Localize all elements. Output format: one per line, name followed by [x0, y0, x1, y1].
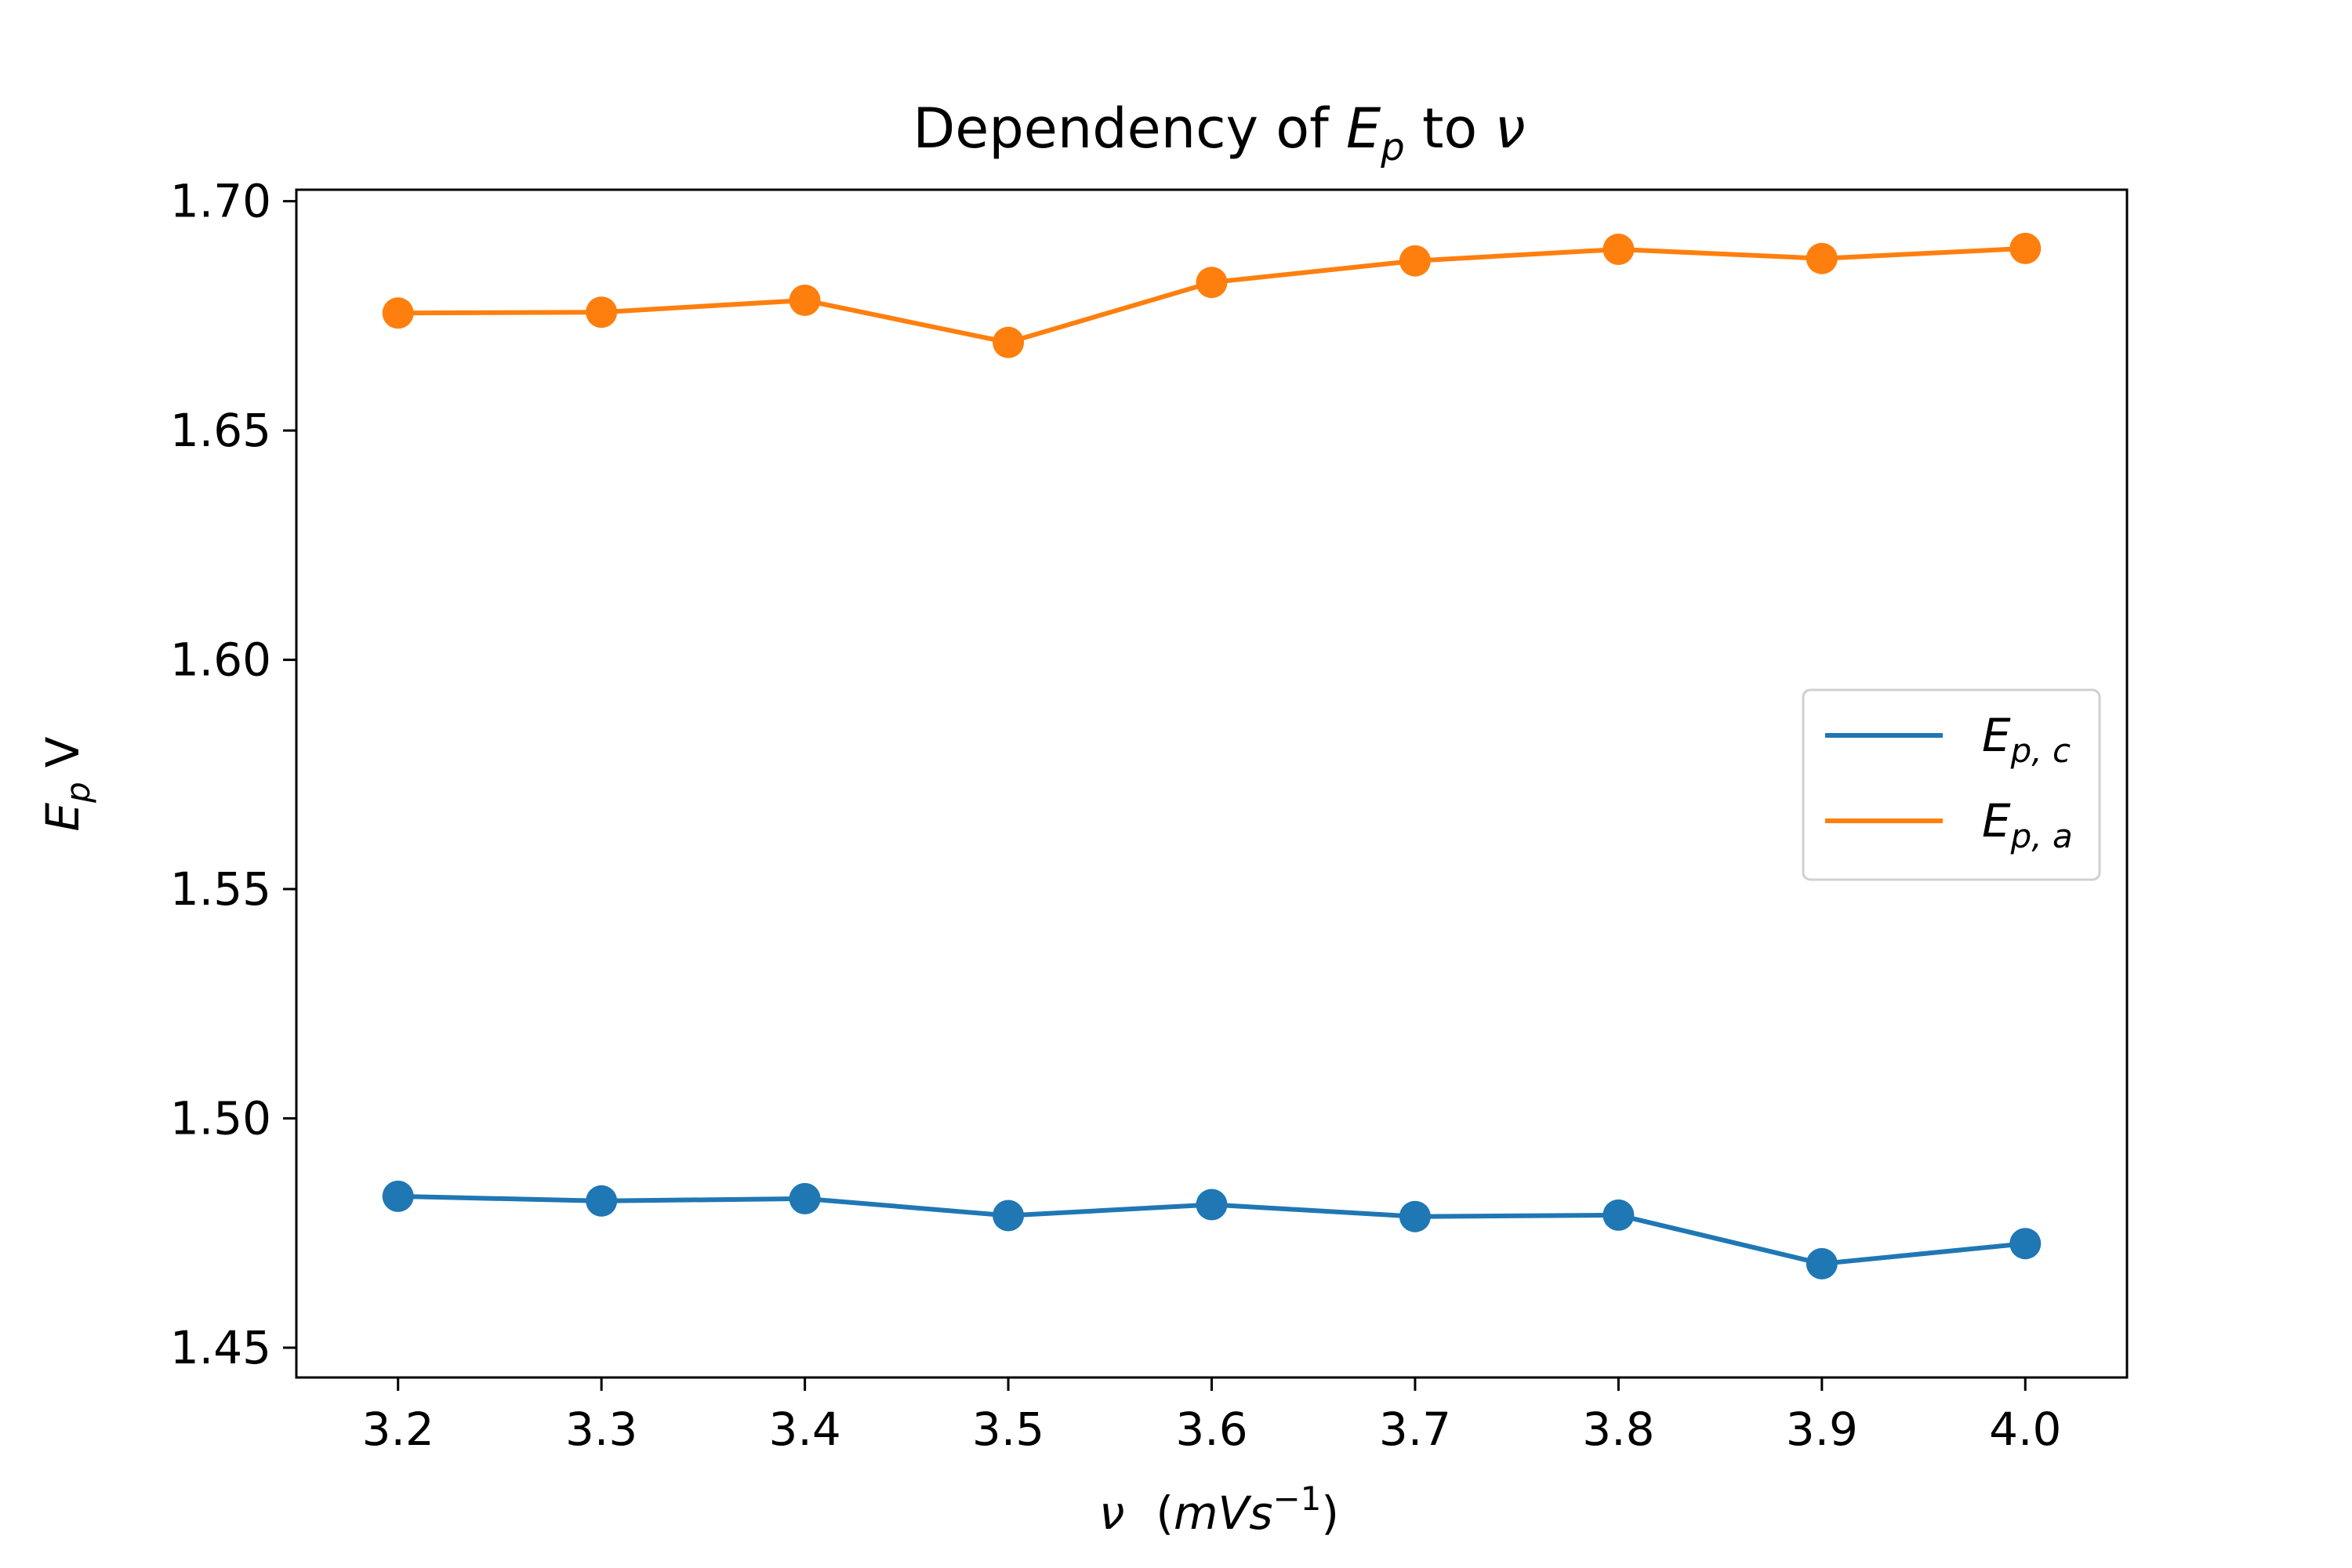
data-point-c [1196, 1189, 1228, 1221]
x-tick-label: 3.4 [768, 1403, 840, 1456]
y-tick-label: 1.70 [170, 175, 271, 228]
data-point-c [1602, 1199, 1635, 1231]
x-tick-label: 3.9 [1786, 1403, 1858, 1456]
x-tick-label: 3.7 [1379, 1403, 1451, 1456]
chart-title: Dependency of Ep to ν [913, 96, 1525, 169]
data-point-c [382, 1180, 414, 1212]
data-point-c [2009, 1228, 2042, 1260]
data-point-c [789, 1182, 821, 1214]
data-point-a [382, 297, 414, 329]
y-tick-label: 1.45 [170, 1321, 271, 1374]
y-axis-label: EpV [36, 736, 97, 831]
data-point-c [1806, 1247, 1838, 1279]
x-axis-label: ν (mVs−1) [1099, 1479, 1339, 1540]
y-axis: 1.45 1.50 1.55 1.60 1.65 1.70 [170, 175, 296, 1374]
data-point-c [993, 1200, 1025, 1232]
data-point-c [586, 1185, 618, 1217]
data-point-a [789, 285, 821, 316]
x-tick-label: 4.0 [1989, 1403, 2061, 1456]
legend-label-a: Ep, a [1982, 794, 2073, 855]
data-point-a [1399, 245, 1431, 277]
y-tick-label: 1.55 [170, 862, 271, 916]
x-tick-label: 3.8 [1582, 1403, 1654, 1456]
y-tick-label: 1.60 [170, 633, 271, 687]
legend-label-c: Ep, c [1982, 709, 2071, 770]
legend-entry-a: Ep, a [1825, 794, 2073, 855]
y-tick-label: 1.50 [170, 1092, 271, 1145]
data-point-a [1602, 234, 1635, 265]
x-tick-label: 3.6 [1175, 1403, 1247, 1456]
plot-area [295, 188, 2129, 1379]
series-markers [382, 232, 2042, 1279]
data-point-a [1196, 267, 1228, 299]
x-axis: 3.2 3.3 3.4 3.5 3.6 3.7 3.8 3.9 4.0 [362, 1377, 2061, 1456]
data-point-a [2009, 232, 2042, 264]
legend: Ep, c Ep, a [1802, 688, 2101, 881]
data-point-c [1399, 1200, 1431, 1232]
data-point-a [993, 326, 1025, 358]
data-point-a [1806, 242, 1838, 274]
y-tick-label: 1.65 [170, 404, 271, 457]
data-point-a [586, 296, 618, 328]
x-tick-label: 3.5 [972, 1403, 1044, 1456]
x-tick-label: 3.3 [565, 1403, 637, 1456]
legend-entry-c: Ep, c [1825, 709, 2071, 770]
x-tick-label: 3.2 [362, 1403, 434, 1456]
